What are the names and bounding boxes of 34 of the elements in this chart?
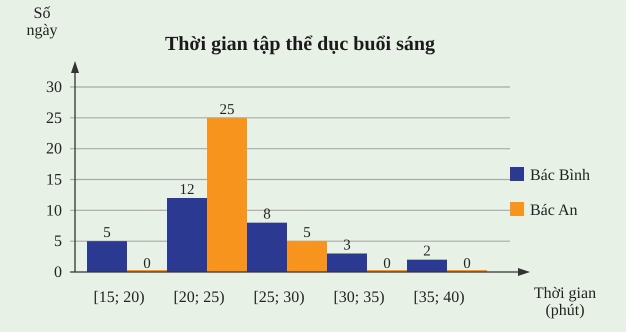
y-tick-label: 5 [54,233,62,250]
bar [87,241,127,272]
bar [247,222,287,272]
bar [167,198,207,272]
x-tick-label: [35; 40) [413,289,465,306]
bar [327,254,367,272]
y-tick-label: 30 [46,79,62,96]
x-tick-label: [15; 20) [93,289,145,306]
y-tick-label: 20 [46,140,62,158]
legend-label: Bác An [530,202,578,219]
legend-label: Bác Bình [530,167,590,184]
bar [407,260,447,272]
y-tick-label: 0 [54,264,62,281]
data-label: 8 [263,206,271,223]
data-label: 3 [343,238,351,254]
data-label: 0 [383,256,391,272]
data-label: 25 [220,102,234,118]
y-tick-label: 15 [46,172,62,188]
bar [207,118,247,272]
x-axis-title: Thời gian (phút) [534,285,596,319]
data-label: 12 [180,182,194,198]
data-label: 0 [463,256,471,272]
data-label: 5 [103,225,111,242]
data-label: 5 [303,225,311,242]
bar [287,241,327,272]
x-tick-label: [30; 35) [333,289,385,306]
data-label: 2 [423,244,431,260]
chart-title: Thời gian tập thể dục buổi sáng [164,33,436,55]
y-tick-label: 25 [46,110,62,127]
x-tick-label: [25; 30) [253,289,305,306]
y-axis-title: Số ngày [26,5,58,39]
x-tick-label: [20; 25) [173,289,225,306]
data-label: 0 [143,256,151,272]
y-tick-label: 10 [46,202,62,220]
